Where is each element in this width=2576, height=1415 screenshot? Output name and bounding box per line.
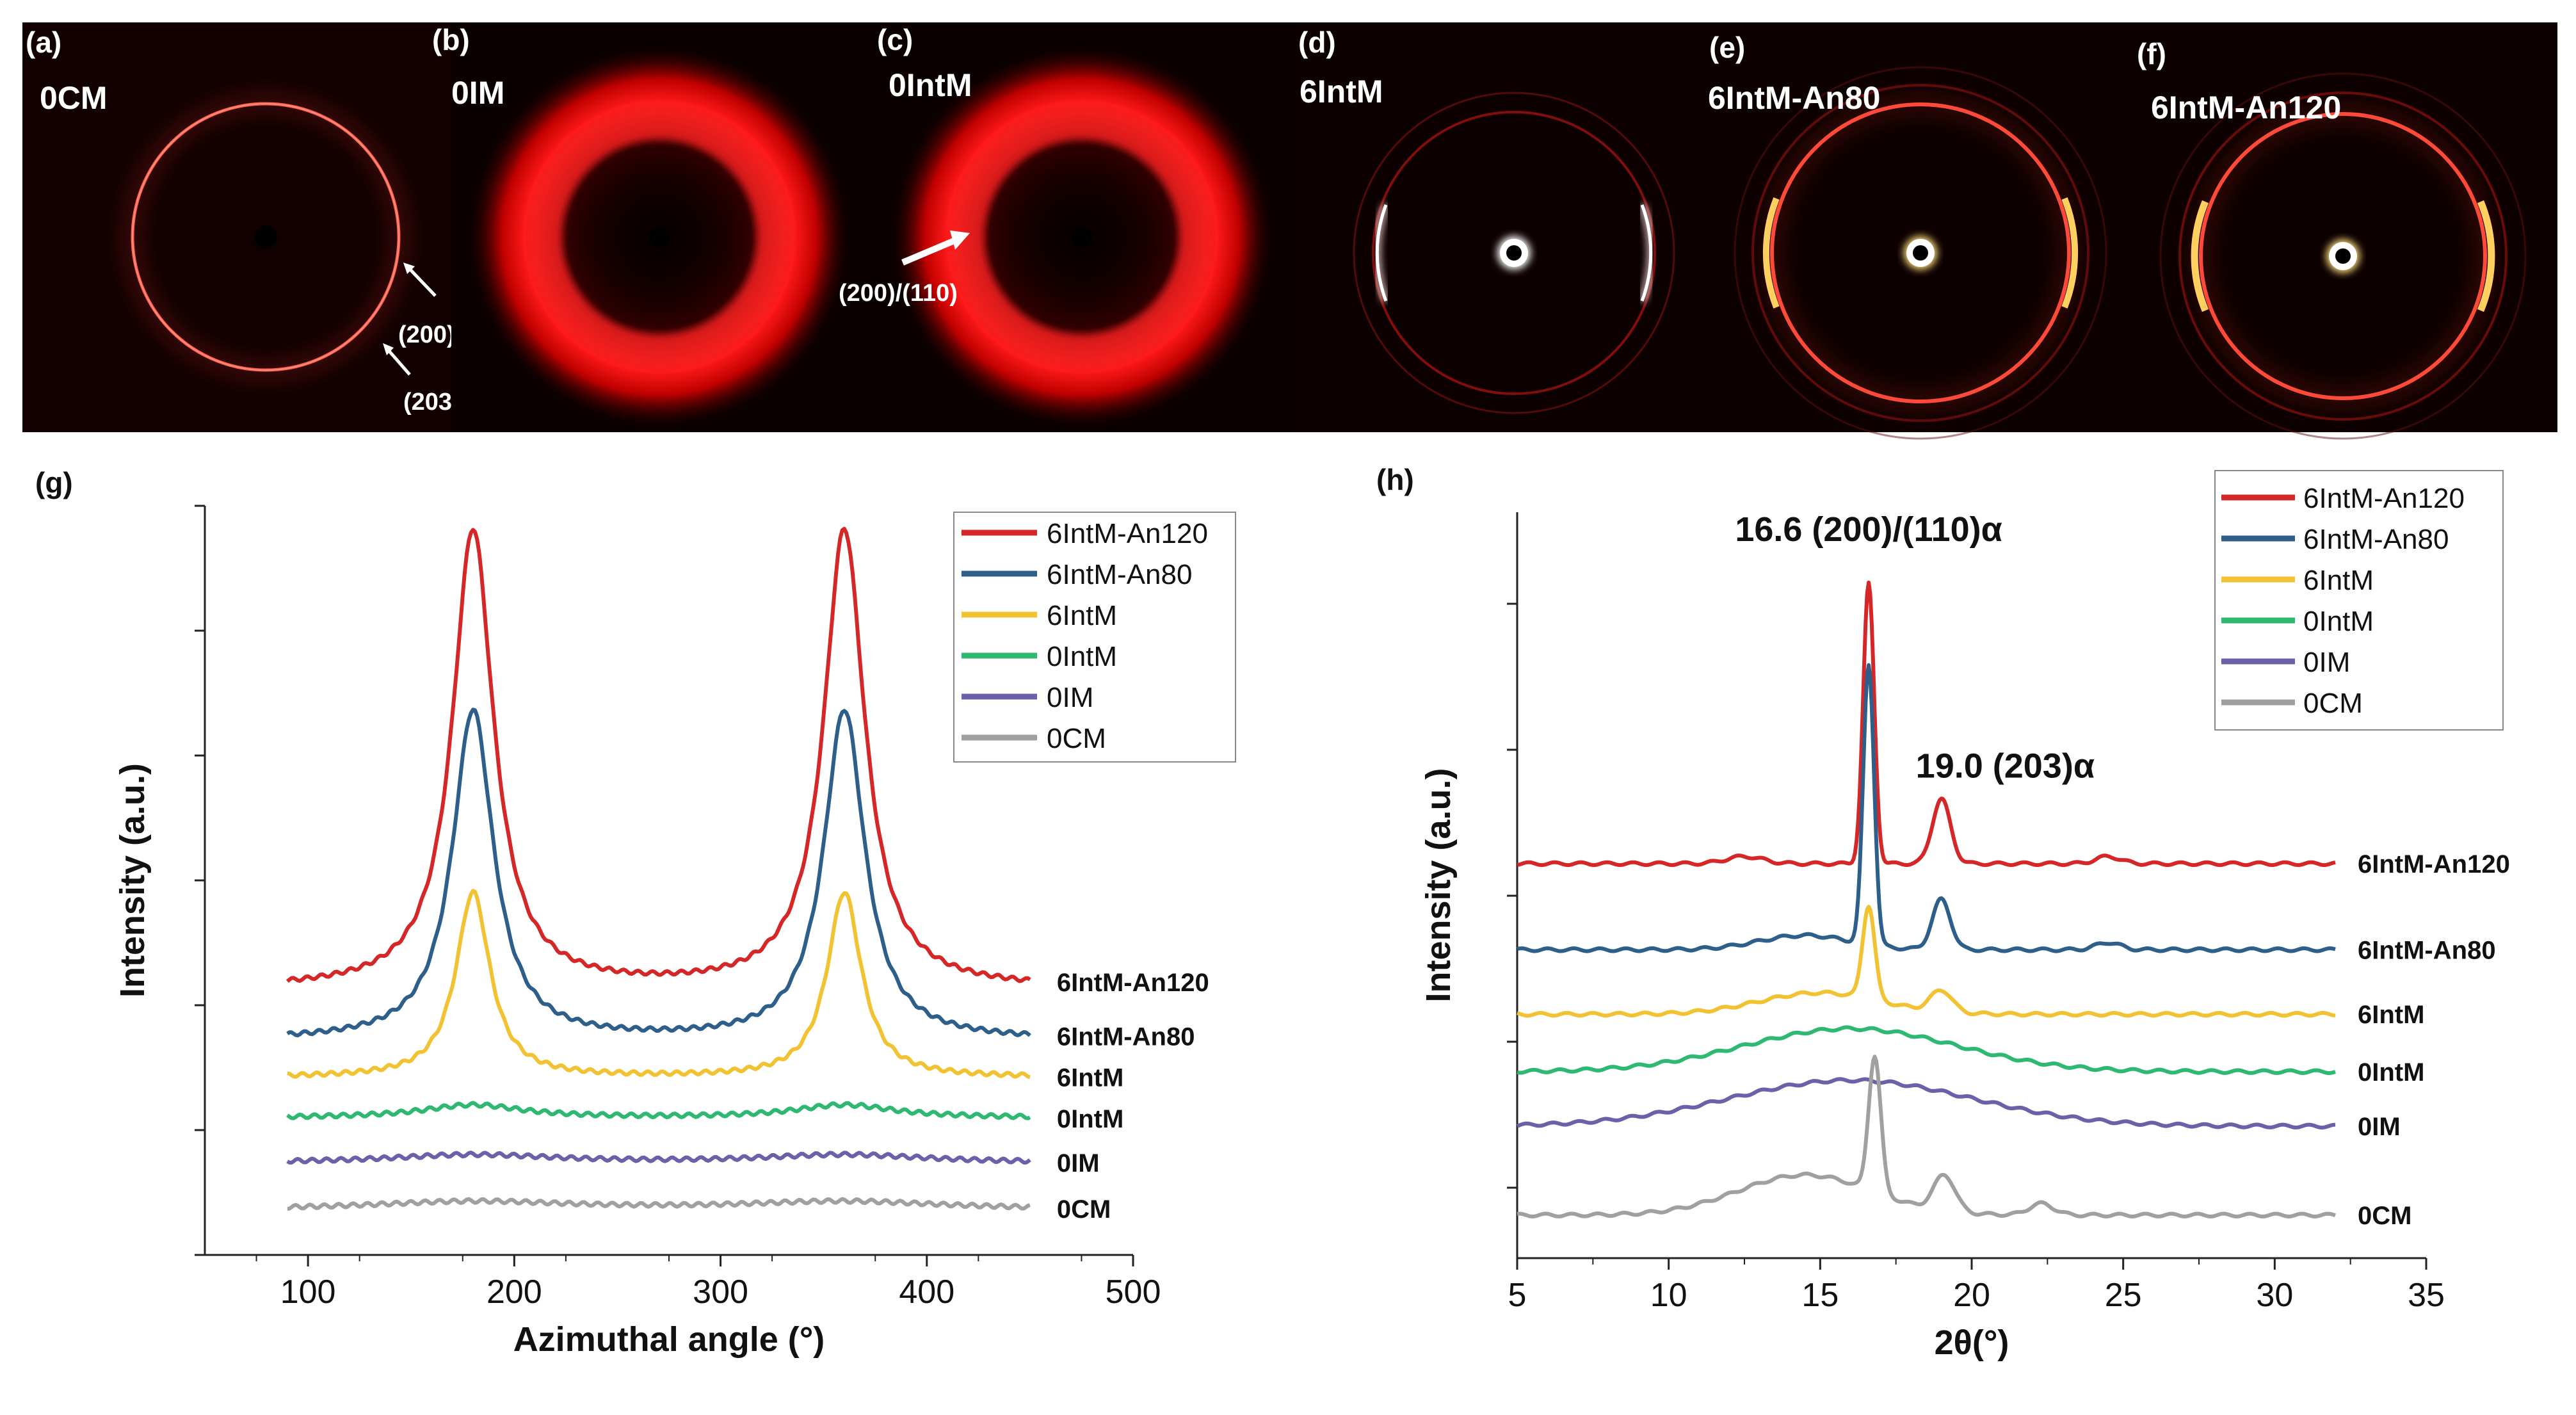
legend-box (2214, 470, 2504, 731)
series-line-0intm (286, 1101, 1031, 1120)
peak-annotation-19-0: 19.0 (203)α (1916, 747, 2095, 785)
chart-letter-h: (h) (1376, 463, 1414, 496)
legend-entry: 0IntM (2303, 606, 2374, 637)
waxd-annotation-c: (200)/(110) (839, 280, 958, 307)
waxd-name-d: 6IntM (1300, 74, 1383, 109)
waxd-panel-c: (c) 0IntM (200)/(110) (839, 22, 1296, 432)
series-line-6intm-an80 (1517, 663, 2336, 953)
legend-entry: 6IntM-An80 (2303, 524, 2449, 555)
x-tick-label: 20 (1953, 1277, 1990, 1314)
y-axis-label: Intensity (a.u.) (113, 763, 152, 998)
series-line-0cm (287, 1197, 1031, 1211)
legend-entry: 0CM (2303, 688, 2363, 719)
x-tick-label: 300 (693, 1274, 748, 1311)
y-axis-label: Intensity (a.u.) (1419, 768, 1458, 1002)
waxd-name-f: 6IntM-An120 (2151, 90, 2341, 125)
series-end-label: 6IntM-An120 (1057, 969, 1209, 997)
x-axis-label: Azimuthal angle (°) (513, 1320, 825, 1359)
x-tick-label: 400 (899, 1274, 954, 1311)
waxd-panel-d: (d) 6IntM (1296, 22, 1706, 432)
series-end-label: 0CM (1057, 1195, 1111, 1224)
x-tick-label: 200 (487, 1274, 542, 1311)
series-end-label: 0CM (2358, 1202, 2411, 1230)
legend-entry: 6IntM (1047, 600, 1117, 631)
x-tick-label: 100 (280, 1274, 336, 1311)
legend-entry: 0CM (1047, 723, 1106, 754)
waxd-letter-a: (a) (26, 26, 61, 59)
x-tick-label: 15 (1801, 1277, 1839, 1314)
series-end-label: 6IntM-An120 (2358, 850, 2510, 878)
series-end-label: 6IntM (1057, 1063, 1123, 1092)
waxd-panel-b: (b) 0IM (432, 22, 874, 432)
series-line-6intm (1517, 905, 2336, 1018)
waxd-letter-c: (c) (877, 23, 913, 56)
peak-annotation-16-6: 16.6 (200)/(110)α (1735, 510, 2002, 549)
waxd-letter-b: (b) (432, 23, 470, 56)
arrow-icon (386, 348, 411, 376)
waxd-name-e: 6IntM-An80 (1708, 80, 1880, 116)
x-tick-label: 35 (2408, 1277, 2445, 1314)
series-line-6intm-an120 (286, 526, 1031, 983)
waxd-name-b: 0IM (451, 75, 504, 111)
x-axis-label: 2θ(°) (1935, 1323, 2009, 1362)
arrow-head-icon (383, 343, 394, 355)
x-tick-label: 30 (2256, 1277, 2293, 1314)
legend-entry: 0IM (1047, 682, 1093, 713)
waxd-panel-a: (a) 0CM (200)/(110) (203) (22, 22, 517, 432)
legend-entry: 6IntM-An120 (1047, 518, 1208, 549)
arrow-head-icon (950, 230, 970, 250)
waxd-letter-f: (f) (2137, 37, 2166, 70)
legend-entry: 0IM (2303, 647, 2350, 678)
chart-h: 5 10 15 20 25 30 35 2θ(°) Intensity (a.u.) 6IntM-… (1419, 470, 2510, 1362)
series-line-0im (1517, 1077, 2336, 1130)
series-end-label: 0IntM (1057, 1105, 1123, 1133)
x-tick-label: 25 (2105, 1277, 2142, 1314)
waxd-letter-e: (e) (1709, 31, 1745, 64)
legend-box (953, 512, 1236, 763)
arrow-head-icon (403, 263, 415, 274)
legend-entry: 0IntM (1047, 641, 1117, 672)
series-end-label: 0IM (2358, 1113, 2401, 1141)
waxd-name-c: 0IntM (889, 67, 972, 103)
series-end-label: 6IntM (2358, 1001, 2424, 1029)
series-line-0cm (1517, 1055, 2336, 1218)
arrow-icon (901, 235, 962, 266)
series-line-0intm (1517, 1025, 2336, 1075)
series-line-6intm (287, 889, 1031, 1079)
x-tick-label: 500 (1106, 1274, 1161, 1311)
series-line-6intm-an80 (286, 707, 1031, 1038)
series-end-label: 6IntM-An80 (2358, 936, 2496, 964)
waxd-strip: (a) 0CM (200)/(110) (203) (b) 0IM (c) 0I… (22, 22, 2557, 440)
waxd-panel-f: (f) 6IntM-An120 (2135, 22, 2557, 440)
waxd-name-a: 0CM (40, 80, 108, 116)
waxd-annotation-203: (203) (403, 389, 460, 416)
chart-letter-g: (g) (35, 466, 73, 499)
series-line-0im (286, 1151, 1031, 1165)
legend-entry: 6IntM-An120 (2303, 483, 2465, 514)
series-end-label: 0IntM (2358, 1058, 2424, 1087)
x-tick-label: 5 (1508, 1277, 1527, 1314)
waxd-panel-e: (e) 6IntM-An80 (1706, 22, 2135, 440)
series-end-label: 0IM (1057, 1149, 1100, 1177)
chart-g: 100 200 300 400 500 Azimuthal angle (°) Intens… (113, 505, 1236, 1359)
series-line-6intm-an120 (1517, 580, 2336, 868)
legend-entry: 6IntM-An80 (1047, 559, 1192, 590)
waxd-letter-d: (d) (1298, 26, 1336, 59)
legend-entry: 6IntM (2303, 565, 2374, 596)
x-tick-label: 10 (1650, 1277, 1687, 1314)
arrow-icon (407, 266, 437, 297)
series-end-label: 6IntM-An80 (1057, 1023, 1195, 1051)
